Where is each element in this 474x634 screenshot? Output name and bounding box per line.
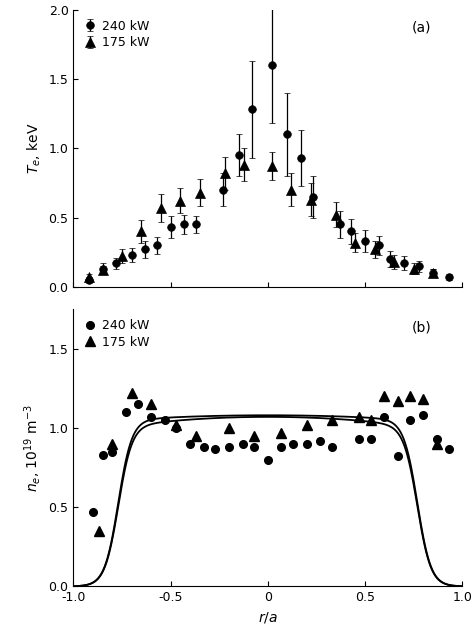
240 kW bbox=[265, 456, 271, 463]
Line: 175 kW: 175 kW bbox=[94, 389, 441, 536]
240 kW bbox=[368, 436, 374, 443]
Line: 240 kW: 240 kW bbox=[89, 400, 452, 516]
175 kW bbox=[193, 432, 199, 440]
240 kW bbox=[251, 443, 257, 451]
240 kW bbox=[173, 424, 179, 432]
240 kW bbox=[212, 445, 218, 453]
Y-axis label: $T_e$, keV: $T_e$, keV bbox=[26, 122, 43, 174]
240 kW bbox=[407, 417, 412, 424]
240 kW bbox=[356, 436, 362, 443]
240 kW bbox=[318, 437, 323, 444]
240 kW bbox=[162, 417, 168, 424]
240 kW bbox=[279, 443, 284, 451]
240 kW bbox=[187, 440, 193, 448]
175 kW bbox=[148, 401, 154, 408]
175 kW bbox=[279, 429, 284, 437]
175 kW bbox=[226, 424, 232, 432]
240 kW bbox=[290, 440, 296, 448]
240 kW bbox=[382, 413, 387, 421]
240 kW bbox=[109, 448, 115, 455]
175 kW bbox=[420, 396, 426, 403]
240 kW bbox=[446, 445, 451, 453]
240 kW bbox=[304, 440, 310, 448]
240 kW bbox=[201, 443, 207, 451]
Text: (a): (a) bbox=[411, 21, 431, 35]
Text: (b): (b) bbox=[411, 320, 431, 334]
175 kW bbox=[368, 417, 374, 424]
Y-axis label: $n_e$, $10^{19}$ m$^{-3}$: $n_e$, $10^{19}$ m$^{-3}$ bbox=[22, 404, 43, 492]
240 kW bbox=[329, 443, 335, 451]
240 kW bbox=[123, 408, 129, 416]
175 kW bbox=[382, 392, 387, 400]
175 kW bbox=[407, 392, 412, 400]
Legend: 240 kW, 175 kW: 240 kW, 175 kW bbox=[80, 16, 154, 53]
Legend: 240 kW, 175 kW: 240 kW, 175 kW bbox=[80, 315, 154, 353]
240 kW bbox=[148, 413, 154, 421]
240 kW bbox=[395, 453, 401, 460]
240 kW bbox=[90, 508, 96, 516]
175 kW bbox=[395, 397, 401, 405]
240 kW bbox=[240, 440, 246, 448]
175 kW bbox=[173, 421, 179, 429]
175 kW bbox=[434, 440, 440, 448]
240 kW bbox=[420, 411, 426, 419]
240 kW bbox=[434, 436, 440, 443]
X-axis label: $r/a$: $r/a$ bbox=[258, 610, 278, 625]
175 kW bbox=[251, 432, 257, 440]
240 kW bbox=[100, 451, 105, 459]
240 kW bbox=[226, 443, 232, 451]
175 kW bbox=[356, 413, 362, 421]
175 kW bbox=[129, 389, 135, 397]
175 kW bbox=[109, 440, 115, 448]
175 kW bbox=[96, 527, 101, 535]
175 kW bbox=[329, 417, 335, 424]
240 kW bbox=[135, 401, 140, 408]
175 kW bbox=[304, 421, 310, 429]
